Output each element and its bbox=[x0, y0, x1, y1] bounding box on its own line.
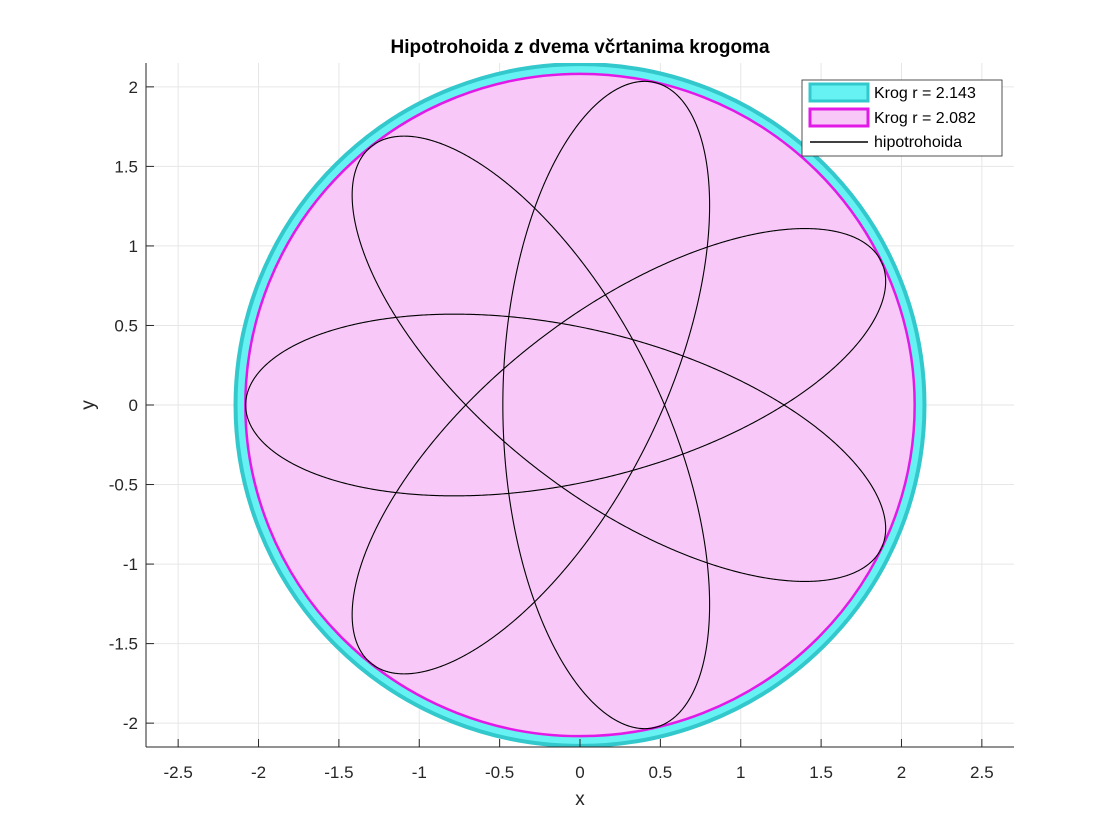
x-tick-label: 0 bbox=[575, 763, 584, 782]
y-axis-label: y bbox=[78, 400, 99, 410]
x-tick-label: -0.5 bbox=[485, 763, 514, 782]
chart-title: Hipotrohoida z dvema včrtanima krogoma bbox=[390, 37, 769, 58]
x-tick-label: -1 bbox=[412, 763, 427, 782]
circle-inner bbox=[244, 72, 916, 738]
y-tick-label: 0.5 bbox=[114, 316, 138, 335]
x-tick-label: -2.5 bbox=[163, 763, 192, 782]
legend-swatch-outer-circle bbox=[808, 82, 870, 103]
x-tick-label: 2 bbox=[897, 763, 906, 782]
x-tick-label: 1 bbox=[736, 763, 745, 782]
x-tick-label: -2 bbox=[251, 763, 266, 782]
x-tick-label: 1.5 bbox=[809, 763, 833, 782]
y-tick-label: 0 bbox=[129, 396, 138, 415]
x-tick-label: 2.5 bbox=[970, 763, 994, 782]
y-tick-label: -1 bbox=[123, 555, 138, 574]
y-tick-label: -0.5 bbox=[109, 476, 138, 495]
y-tick-label: -2 bbox=[123, 714, 138, 733]
hypotrochoid-curve bbox=[245, 80, 887, 730]
legend-label-inner-circle: Krog r = 2.082 bbox=[874, 110, 976, 127]
y-ticks: -2 -1.5 -1 -0.5 0 0.5 1 1.5 2 bbox=[109, 78, 154, 733]
y-tick-label: 1.5 bbox=[114, 157, 138, 176]
legend-label-outer-circle: Krog r = 2.143 bbox=[874, 85, 976, 102]
y-tick-label: 2 bbox=[129, 78, 138, 97]
x-axis-label: x bbox=[575, 789, 585, 810]
legend: Krog r = 2.143 Krog r = 2.082 hipotrohoi… bbox=[801, 79, 1003, 157]
legend-swatch-inner-circle bbox=[808, 107, 870, 128]
legend-label-curve: hipotrohoida bbox=[874, 134, 962, 151]
y-tick-label: -1.5 bbox=[109, 635, 138, 654]
x-tick-label: 0.5 bbox=[649, 763, 673, 782]
plot-content bbox=[233, 63, 927, 747]
y-tick-label: 1 bbox=[129, 237, 138, 256]
x-ticks: -2.5 -2 -1.5 -1 -0.5 0 0.5 1 1.5 2 2.5 bbox=[163, 739, 994, 782]
x-tick-label: -1.5 bbox=[324, 763, 353, 782]
